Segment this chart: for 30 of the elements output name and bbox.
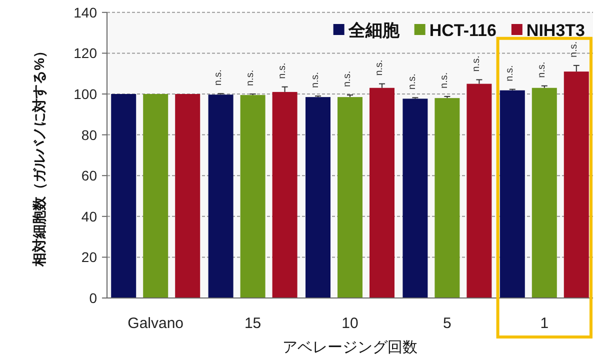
- y-tick-label: 20: [81, 249, 98, 266]
- annotation: n.s.: [536, 62, 548, 78]
- legend-label: NIH3T3: [526, 21, 585, 40]
- annotation: n.s.: [374, 60, 385, 76]
- x-tick-label: 15: [244, 315, 262, 332]
- y-tick-label: 0: [89, 290, 98, 306]
- annotation: n.s.: [310, 72, 321, 88]
- annotation: n.s.: [568, 41, 580, 58]
- annotation: n.s.: [244, 70, 256, 86]
- y-tick-label: 80: [81, 126, 98, 143]
- y-tick-label: 60: [81, 168, 98, 184]
- legend-label: 全細胞: [347, 21, 400, 40]
- annotation: n.s.: [276, 62, 288, 79]
- annotation: n.s.: [471, 56, 482, 72]
- annotation: n.s.: [212, 69, 224, 86]
- y-axis-title: 相対細胞数（ガルバノに対する%）: [31, 44, 47, 268]
- x-axis-title: アベレージング回数: [282, 339, 418, 356]
- x-tick-label: 1: [540, 315, 549, 332]
- annotation: n.s.: [342, 70, 353, 88]
- y-tick-label: 100: [74, 86, 98, 102]
- annotation: n.s.: [439, 72, 450, 88]
- legend-label: HCT-116: [429, 21, 496, 40]
- x-tick-label: 5: [443, 315, 452, 332]
- annotation: n.s.: [407, 74, 418, 90]
- y-tick-label: 140: [74, 4, 98, 20]
- annotation: n.s.: [504, 65, 516, 82]
- x-tick-label: 10: [342, 315, 358, 332]
- y-tick-label: 40: [81, 208, 98, 224]
- y-tick-label: 120: [74, 45, 98, 62]
- x-tick-label: Galvano: [128, 315, 184, 332]
